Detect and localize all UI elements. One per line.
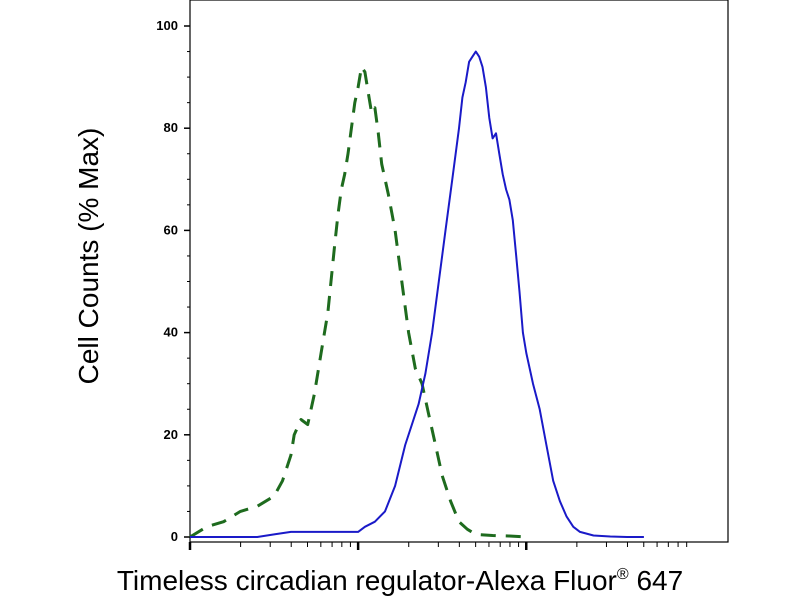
sample-series-line — [190, 50, 644, 538]
x-axis — [188, 542, 688, 550]
x-axis-title-registered: ® — [617, 566, 629, 583]
x-axis-title-suffix: 647 — [629, 565, 684, 596]
plot-frame — [189, 0, 729, 543]
y-axis-title: Cell Counts (% Max) — [73, 128, 104, 385]
y-tick-label: 20 — [164, 427, 178, 442]
y-tick-label: 0 — [171, 529, 178, 544]
x-axis-title: Timeless circadian regulator-Alexa Fluor… — [117, 565, 683, 596]
series-layer — [189, 50, 644, 539]
y-axis: 0 20 40 60 80 100 — [156, 18, 190, 544]
x-axis-title-main: Timeless circadian regulator-Alexa Fluor — [117, 565, 617, 596]
control-series-line — [189, 65, 527, 539]
y-tick-label: 100 — [156, 18, 178, 33]
y-tick-label: 60 — [164, 222, 178, 237]
y-tick-label: 80 — [164, 120, 178, 135]
y-tick-label: 40 — [164, 325, 178, 340]
